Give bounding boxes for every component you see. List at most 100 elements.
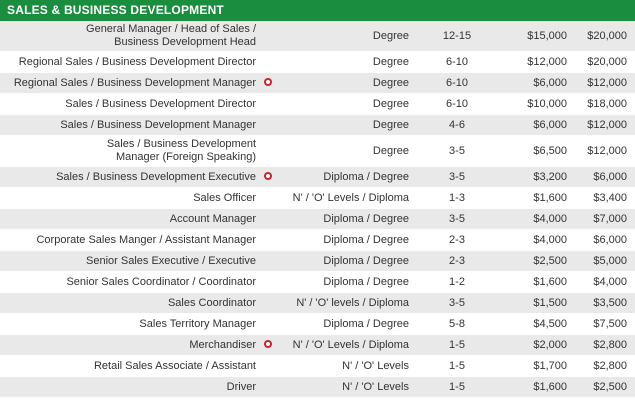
table-row: Driver N' / 'O' Levels 1-5 $1,600 $2,500 [0,376,635,398]
salary-max: $18,000 [573,93,635,115]
education: Degree [274,93,411,115]
salary-min: $1,700 [503,355,573,377]
years-experience: 1-5 [411,334,503,356]
years-experience: 1-2 [411,271,503,293]
job-title-line: Manager (Foreign Speaking) [115,151,256,163]
marker-cell [260,313,274,335]
marker-cell [260,72,274,94]
years-experience: 1-5 [411,355,503,377]
job-title: Senior Sales Coordinator / Coordinator [0,271,260,293]
salary-min: $2,000 [503,334,573,356]
job-title: Sales / Business Development Manager (For… [0,135,260,167]
salary-max: $12,000 [573,114,635,136]
table-row: Merchandiser N' / 'O' Levels / Diploma 1-5… [0,334,635,356]
marker-cell [260,271,274,293]
salary-min: $10,000 [503,93,573,115]
years-experience: 3-5 [411,292,503,314]
table-row: General Manager / Head of Sales / Busines… [0,21,635,52]
job-title: General Manager / Head of Sales / Busines… [0,21,260,52]
job-title: Retail Sales Associate / Assistant [0,355,260,377]
education: Degree [274,21,411,52]
marker-cell [260,93,274,115]
table-row: Sales Coordinator N' / 'O' levels / Diplo… [0,292,635,314]
marker-cell [260,355,274,377]
education: Diploma / Degree [274,229,411,251]
salary-max: $5,000 [573,250,635,272]
table-row: Regional Sales / Business Development Ma… [0,72,635,94]
marker-cell [260,334,274,356]
table-row: Sales / Business Development Manager Degr… [0,114,635,136]
marker-cell [260,135,274,167]
years-experience: 4-6 [411,114,503,136]
salary-max: $4,000 [573,271,635,293]
table-row: Retail Sales Associate / Assistant N' / '… [0,355,635,377]
salary-max: $7,500 [573,313,635,335]
years-experience: 6-10 [411,72,503,94]
table-row: Sales / Business Development Director Deg… [0,93,635,115]
job-title: Sales / Business Development Manager [0,114,260,136]
years-experience: 5-8 [411,313,503,335]
salary-min: $3,200 [503,166,573,188]
salary-max: $12,000 [573,135,635,167]
table-row: Sales / Business Development Executive Di… [0,166,635,188]
years-experience: 6-10 [411,51,503,73]
job-title: Sales Coordinator [0,292,260,314]
job-title: Sales / Business Development Director [0,93,260,115]
table-row: Corporate Sales Manger / Assistant Manag… [0,229,635,251]
marker-cell [260,376,274,398]
table-row: Sales Territory Manager Diploma / Degree 5… [0,313,635,335]
salary-max: $6,000 [573,166,635,188]
education: N' / 'O' levels / Diploma [274,292,411,314]
marker-cell [260,51,274,73]
salary-max: $7,000 [573,208,635,230]
education: Degree [274,135,411,167]
salary-max: $20,000 [573,21,635,52]
job-title: Sales Officer [0,187,260,209]
years-experience: 3-5 [411,166,503,188]
education: Degree [274,72,411,94]
education: Diploma / Degree [274,313,411,335]
salary-max: $6,000 [573,229,635,251]
salary-min: $2,500 [503,250,573,272]
salary-min: $6,500 [503,135,573,167]
salary-min: $6,000 [503,114,573,136]
job-title: Merchandiser [0,334,260,356]
salary-min: $1,600 [503,187,573,209]
job-title: Driver [0,376,260,398]
years-experience: 6-10 [411,93,503,115]
education: Degree [274,114,411,136]
years-experience: 3-5 [411,135,503,167]
red-circle-icon [264,78,272,86]
job-title: Corporate Sales Manger / Assistant Manag… [0,229,260,251]
table-row: Senior Sales Executive / Executive Diplom… [0,250,635,272]
education: Diploma / Degree [274,250,411,272]
marker-cell [260,187,274,209]
education: Diploma / Degree [274,166,411,188]
marker-cell [260,114,274,136]
red-circle-icon [264,340,272,348]
job-title-line: Sales / Business Development [106,138,256,150]
marker-cell [260,229,274,251]
salary-max: $2,800 [573,355,635,377]
education: Degree [274,51,411,73]
education: N' / 'O' Levels / Diploma [274,334,411,356]
years-experience: 2-3 [411,250,503,272]
marker-cell [260,208,274,230]
years-experience: 1-3 [411,187,503,209]
salary-max: $3,500 [573,292,635,314]
salary-min: $1,500 [503,292,573,314]
salary-min: $4,000 [503,229,573,251]
job-title: Regional Sales / Business Development Ma… [0,72,260,94]
salary-min: $1,600 [503,376,573,398]
education: Diploma / Degree [274,271,411,293]
marker-cell [260,21,274,52]
job-title: Senior Sales Executive / Executive [0,250,260,272]
years-experience: 2-3 [411,229,503,251]
red-circle-icon [264,172,272,180]
salary-min: $6,000 [503,72,573,94]
salary-min: $12,000 [503,51,573,73]
marker-cell [260,166,274,188]
salary-table: General Manager / Head of Sales / Busines… [0,21,635,398]
salary-max: $20,000 [573,51,635,73]
